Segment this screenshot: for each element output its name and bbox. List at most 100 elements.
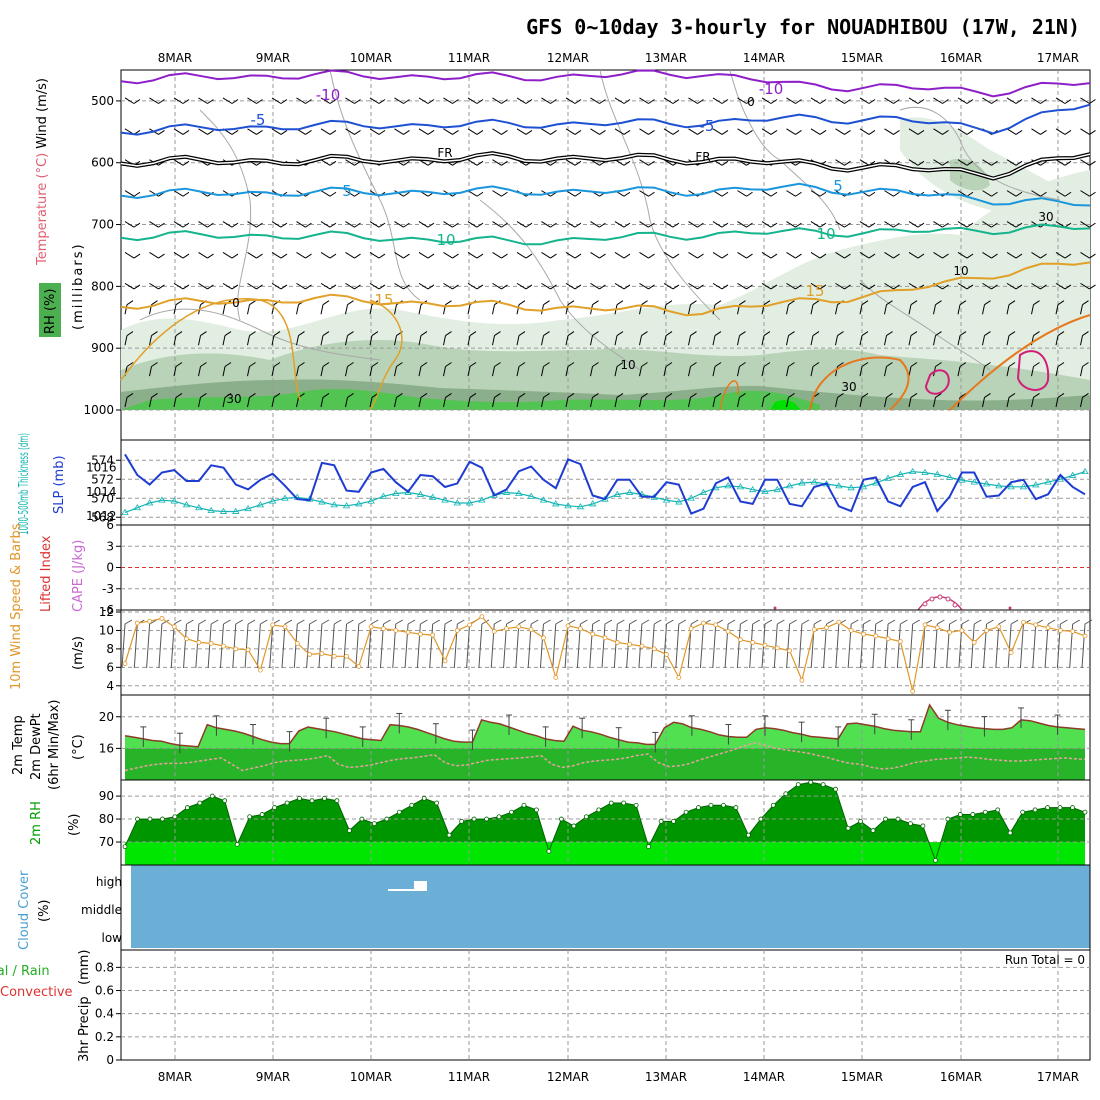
rh2m-point [1045, 805, 1050, 810]
wind-barb-staff [712, 97, 723, 104]
y-tick-label: 572 [91, 472, 114, 486]
cloud-marks [388, 881, 427, 891]
wind-barb-staff [957, 128, 968, 135]
wind-barb-staff [688, 282, 698, 290]
wind-barb-staff [369, 397, 373, 408]
slp-tick-label: 1016 [86, 461, 117, 475]
temperature-contour-5 [120, 182, 1091, 207]
wind-barb-flag [207, 284, 214, 290]
contour-label: 10 [953, 264, 968, 278]
wind-barb-flag [592, 392, 599, 398]
rh2m-point [770, 802, 776, 808]
cloud-panel: high middle low Cloud Cover (%) [17, 864, 1091, 951]
wind-barb-staff [247, 252, 257, 259]
rh2m-point [708, 802, 714, 808]
dewpt-y-title: 2m DewPt [29, 713, 44, 780]
wind10m-barb-staff [367, 623, 372, 669]
wind10m-point [122, 661, 128, 667]
wind-barb-staff [1080, 128, 1090, 135]
wind-barb-staff [590, 252, 600, 259]
wind10m-point [196, 640, 202, 645]
wind10m-barb-staff [207, 623, 212, 669]
temperature-contour-labels: -10 -10 -5 -5 FR FR 5 5 10 10 15 15 0 0 … [226, 80, 1053, 406]
wind-barb-staff [541, 128, 551, 135]
wind-barb-staff [859, 128, 870, 135]
wind10m-barb-staff [195, 623, 200, 669]
wind-barb-staff [688, 97, 698, 104]
wind10m-barb-staff [1081, 623, 1086, 669]
rh2m-point [895, 816, 901, 822]
wind-barb-staff [884, 366, 887, 377]
wind-barb-staff [516, 128, 527, 135]
lifted-index-y-title: Lifted Index [39, 535, 54, 612]
wind-barb-staff [1006, 221, 1017, 228]
wind-barb-flag [788, 300, 795, 306]
wind-barb-staff [663, 128, 674, 135]
wind-barb-staff [222, 252, 233, 259]
wind10m-barb-flag [826, 619, 834, 625]
temp2m-label: 2m Temp [11, 715, 26, 775]
wind-barb-staff [124, 397, 128, 408]
wind-barb-staff [614, 252, 625, 259]
wind10m-barb-staff [503, 623, 508, 669]
rh2m-point [995, 807, 1001, 813]
cape-point [945, 596, 951, 602]
wind10m-barb-flag [309, 619, 317, 625]
top-date-label: 17MAR [1037, 51, 1079, 65]
wind-barb-flag [574, 130, 582, 135]
wind-barb-staff [908, 304, 912, 315]
wind-barb-flag [910, 331, 918, 336]
wind-barb-flag [1064, 160, 1072, 166]
wind10m-barb-staff [183, 623, 188, 669]
humidity-contour-line [599, 69, 721, 321]
thickness-point [527, 492, 535, 499]
wind-barb-flag [525, 222, 533, 228]
wind-barb-flag [501, 222, 508, 228]
wind10m-point [331, 653, 337, 659]
wind-barb-flag [158, 99, 165, 104]
temp2m-gridlines [121, 695, 1090, 780]
precip-label: 3hr Precip [77, 996, 92, 1062]
wind-barb-flag [298, 362, 305, 367]
wind10m-barb-staff [712, 623, 717, 669]
contour-label: 10 [816, 225, 835, 243]
wind10m-barb-flag [1010, 619, 1019, 625]
precip-y-title: 3hr Precip [77, 996, 92, 1062]
wind-barb-flag [1008, 392, 1016, 398]
wind10m-barb-staff [749, 623, 754, 669]
rh2m-point [833, 786, 839, 792]
wind-barb-staff [271, 252, 282, 259]
wind-barb-staff [418, 335, 422, 346]
wind10m-point [799, 677, 805, 683]
temperature-label: Temperature (°C) [35, 153, 50, 266]
wind-barb-staff [590, 335, 593, 346]
thickness-point [872, 479, 880, 486]
wind-barb-flag [518, 300, 526, 306]
cloud-label: Cloud Cover [17, 870, 32, 950]
rh2m-point [546, 848, 552, 854]
wind-barb-staff [786, 221, 796, 228]
wind-barb-flag [599, 130, 606, 135]
wind-barb-staff [369, 221, 380, 228]
wind10m-point [344, 653, 349, 659]
wind-barb-staff [369, 335, 373, 346]
wind-barb-staff [859, 304, 863, 315]
wind-barb-flag [599, 284, 606, 290]
rh2m-point [1057, 805, 1063, 810]
wind10m-point [762, 642, 768, 648]
wind10m-barb-staff [798, 623, 803, 669]
wind-barb-flag [959, 300, 967, 306]
thickness-point [441, 496, 449, 503]
wind-barb-staff [884, 335, 887, 346]
wind10m-barb-staff [232, 623, 237, 669]
wind-barb-flag [182, 253, 190, 259]
top-date-label: 11MAR [448, 51, 490, 65]
wind-barb-flag [886, 362, 893, 367]
cloud-level-low: low [102, 931, 123, 945]
wind10m-barb-flag [186, 619, 194, 625]
wind-barb-flag [305, 130, 312, 135]
wind-barb-flag [574, 253, 582, 259]
precip-frame [120, 949, 1091, 1061]
wind10m-barb-flag [777, 619, 785, 625]
